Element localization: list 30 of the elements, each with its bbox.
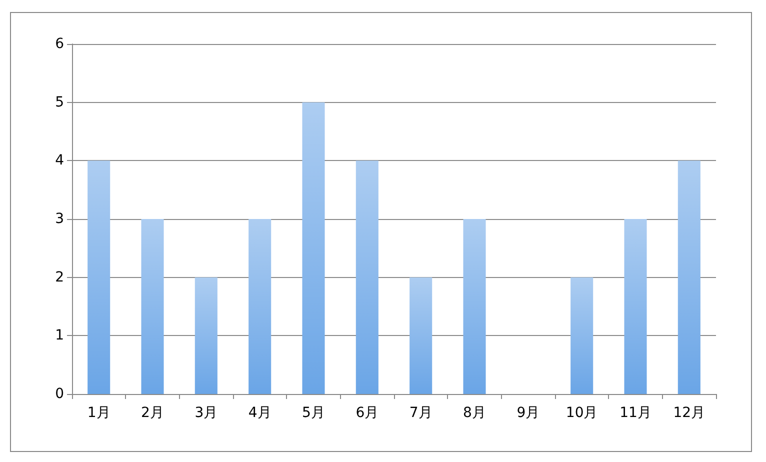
y-tick-label: 5 (55, 94, 64, 110)
y-tick-label: 0 (55, 386, 64, 402)
x-tick-label: 7月 (409, 405, 432, 421)
bar (356, 160, 378, 394)
bar (678, 160, 700, 394)
x-tick-label: 9月 (516, 405, 540, 421)
bar (302, 102, 325, 394)
x-tick-label: 10月 (566, 405, 598, 421)
x-tick-label: 11月 (620, 405, 652, 421)
x-tick-label: 12月 (673, 405, 706, 421)
bar (194, 277, 218, 394)
x-tick-label: 6月 (356, 405, 379, 421)
bar (624, 219, 647, 394)
bar (410, 277, 432, 394)
x-tick-label: 8月 (463, 405, 486, 421)
bar (88, 160, 110, 394)
x-tick-label: 4月 (248, 405, 272, 421)
bar (248, 219, 272, 394)
bar (463, 219, 486, 394)
bar (141, 219, 164, 394)
x-tick-label: 5月 (302, 405, 325, 421)
bar (570, 277, 594, 394)
x-tick-label: 3月 (194, 405, 218, 421)
y-tick-label: 1 (55, 328, 64, 344)
x-tick-label: 2月 (141, 405, 164, 421)
y-tick-label: 4 (55, 152, 64, 169)
x-tick-label: 1月 (87, 405, 110, 421)
y-tick-label: 3 (55, 211, 64, 227)
y-tick-label: 6 (55, 36, 64, 52)
y-tick-label: 2 (55, 269, 64, 286)
